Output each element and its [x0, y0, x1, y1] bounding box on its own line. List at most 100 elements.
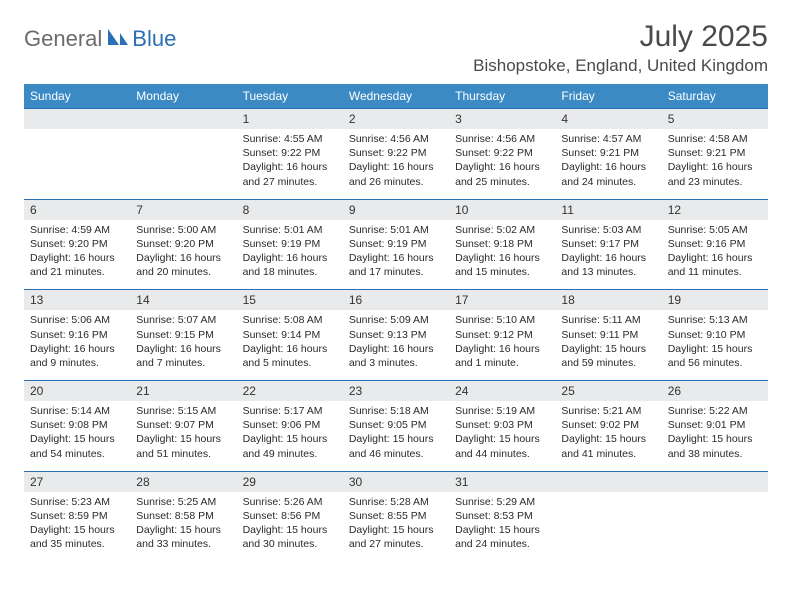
day-cell: Sunrise: 5:09 AMSunset: 9:13 PMDaylight:… [343, 310, 449, 380]
daylight-text: Daylight: 16 hours and 23 minutes. [668, 160, 762, 188]
day-header-monday: Monday [130, 84, 236, 109]
daylight-text: Daylight: 15 hours and 33 minutes. [136, 523, 230, 551]
sunset-text: Sunset: 9:18 PM [455, 237, 549, 251]
sunrise-text: Sunrise: 5:05 AM [668, 223, 762, 237]
day-header-wednesday: Wednesday [343, 84, 449, 109]
sunset-text: Sunset: 8:56 PM [243, 509, 337, 523]
day-cell [555, 492, 661, 562]
daylight-text: Daylight: 15 hours and 35 minutes. [30, 523, 124, 551]
sunset-text: Sunset: 9:02 PM [561, 418, 655, 432]
day-number: 16 [343, 290, 449, 311]
sunrise-text: Sunrise: 5:29 AM [455, 495, 549, 509]
day-cell: Sunrise: 5:14 AMSunset: 9:08 PMDaylight:… [24, 401, 130, 471]
sunset-text: Sunset: 9:07 PM [136, 418, 230, 432]
daylight-text: Daylight: 15 hours and 51 minutes. [136, 432, 230, 460]
title-block: July 2025 Bishopstoke, England, United K… [473, 20, 768, 76]
sunrise-text: Sunrise: 5:14 AM [30, 404, 124, 418]
daylight-text: Daylight: 16 hours and 18 minutes. [243, 251, 337, 279]
sunrise-text: Sunrise: 5:11 AM [561, 313, 655, 327]
daylight-text: Daylight: 15 hours and 44 minutes. [455, 432, 549, 460]
day-number [24, 109, 130, 130]
day-number [555, 471, 661, 492]
day-cell [662, 492, 768, 562]
day-cell: Sunrise: 5:03 AMSunset: 9:17 PMDaylight:… [555, 220, 661, 290]
day-cell: Sunrise: 5:08 AMSunset: 9:14 PMDaylight:… [237, 310, 343, 380]
month-title: July 2025 [473, 20, 768, 54]
daylight-text: Daylight: 16 hours and 25 minutes. [455, 160, 549, 188]
logo-sail-icon [106, 27, 130, 52]
sunset-text: Sunset: 9:20 PM [136, 237, 230, 251]
day-number: 12 [662, 199, 768, 220]
day-number: 3 [449, 109, 555, 130]
day-number: 25 [555, 381, 661, 402]
day-cell: Sunrise: 5:01 AMSunset: 9:19 PMDaylight:… [343, 220, 449, 290]
day-cell: Sunrise: 5:10 AMSunset: 9:12 PMDaylight:… [449, 310, 555, 380]
sunset-text: Sunset: 9:15 PM [136, 328, 230, 342]
day-cell: Sunrise: 5:29 AMSunset: 8:53 PMDaylight:… [449, 492, 555, 562]
sunset-text: Sunset: 9:19 PM [349, 237, 443, 251]
sunset-text: Sunset: 9:01 PM [668, 418, 762, 432]
sunset-text: Sunset: 8:55 PM [349, 509, 443, 523]
day-cell: Sunrise: 4:56 AMSunset: 9:22 PMDaylight:… [449, 129, 555, 199]
logo-text-blue: Blue [132, 26, 176, 52]
day-number: 18 [555, 290, 661, 311]
sunrise-text: Sunrise: 5:01 AM [349, 223, 443, 237]
sunset-text: Sunset: 9:19 PM [243, 237, 337, 251]
day-number: 31 [449, 471, 555, 492]
day-number: 13 [24, 290, 130, 311]
day-number: 30 [343, 471, 449, 492]
day-detail-row: Sunrise: 5:14 AMSunset: 9:08 PM Daylight:… [24, 401, 768, 471]
daylight-text: Daylight: 15 hours and 46 minutes. [349, 432, 443, 460]
daylight-text: Daylight: 16 hours and 20 minutes. [136, 251, 230, 279]
sunrise-text: Sunrise: 5:06 AM [30, 313, 124, 327]
day-number-row: 2728293031 [24, 471, 768, 492]
day-detail-row: Sunrise: 4:59 AMSunset: 9:20 PMDaylight:… [24, 220, 768, 290]
sunrise-text: Sunrise: 5:18 AM [349, 404, 443, 418]
day-number-row: 13141516171819 [24, 290, 768, 311]
sunrise-text: Sunrise: 4:59 AM [30, 223, 124, 237]
day-header-row: Sunday Monday Tuesday Wednesday Thursday… [24, 84, 768, 109]
sunset-text: Sunset: 9:22 PM [243, 146, 337, 160]
daylight-text: Daylight: 15 hours and 56 minutes. [668, 342, 762, 370]
day-number: 10 [449, 199, 555, 220]
sunrise-text: Sunrise: 4:56 AM [455, 132, 549, 146]
daylight-text: Daylight: 16 hours and 11 minutes. [668, 251, 762, 279]
sunset-text: Sunset: 9:20 PM [30, 237, 124, 251]
sunset-text: Sunset: 9:12 PM [455, 328, 549, 342]
day-header-friday: Friday [555, 84, 661, 109]
day-cell: Sunrise: 4:57 AMSunset: 9:21 PMDaylight:… [555, 129, 661, 199]
sunrise-text: Sunrise: 4:58 AM [668, 132, 762, 146]
day-number: 28 [130, 471, 236, 492]
sunrise-text: Sunrise: 5:13 AM [668, 313, 762, 327]
sunset-text: Sunset: 9:22 PM [455, 146, 549, 160]
day-cell: Sunrise: 5:06 AMSunset: 9:16 PMDaylight:… [24, 310, 130, 380]
sunset-text: Sunset: 9:21 PM [561, 146, 655, 160]
day-number: 8 [237, 199, 343, 220]
sunset-text: Sunset: 9:16 PM [30, 328, 124, 342]
day-cell: Sunrise: 5:26 AMSunset: 8:56 PMDaylight:… [237, 492, 343, 562]
day-number: 20 [24, 381, 130, 402]
sunset-text: Sunset: 9:10 PM [668, 328, 762, 342]
day-number-row: 20212223242526 [24, 381, 768, 402]
sunrise-text: Sunrise: 4:57 AM [561, 132, 655, 146]
day-cell [130, 129, 236, 199]
sunset-text: Sunset: 9:14 PM [243, 328, 337, 342]
daylight-text: Daylight: 15 hours and 38 minutes. [668, 432, 762, 460]
daylight-text: Daylight: 16 hours and 13 minutes. [561, 251, 655, 279]
daylight-text: Daylight: 15 hours and 30 minutes. [243, 523, 337, 551]
day-number [130, 109, 236, 130]
sunrise-text: Sunrise: 5:28 AM [349, 495, 443, 509]
sunrise-text: Sunrise: 5:07 AM [136, 313, 230, 327]
day-header-saturday: Saturday [662, 84, 768, 109]
day-cell [24, 129, 130, 199]
daylight-text: Daylight: 16 hours and 3 minutes. [349, 342, 443, 370]
day-cell: Sunrise: 5:17 AMSunset: 9:06 PMDaylight:… [237, 401, 343, 471]
day-cell: Sunrise: 4:55 AMSunset: 9:22 PMDaylight:… [237, 129, 343, 199]
day-number-row: 12345 [24, 109, 768, 130]
day-number: 4 [555, 109, 661, 130]
day-header-sunday: Sunday [24, 84, 130, 109]
calendar-body: 12345Sunrise: 4:55 AMSunset: 9:22 PMDayl… [24, 109, 768, 562]
sunset-text: Sunset: 9:08 PM [30, 418, 124, 432]
daylight-text: Daylight: 15 hours and 24 minutes. [455, 523, 549, 551]
daylight-text: Daylight: 15 hours and 41 minutes. [561, 432, 655, 460]
